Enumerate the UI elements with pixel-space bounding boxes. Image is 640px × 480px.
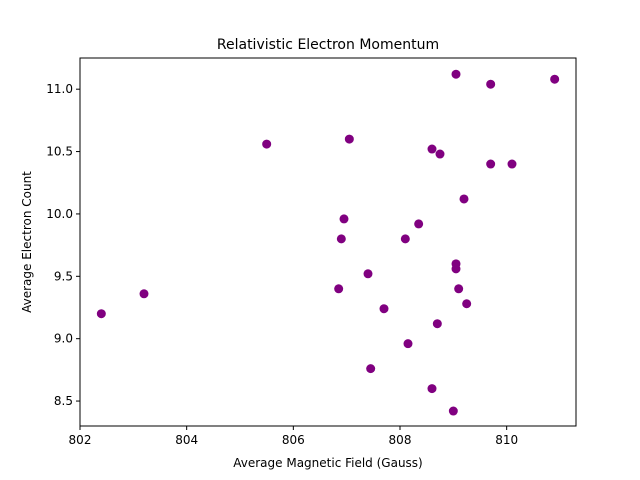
data-point-7 bbox=[363, 269, 373, 279]
y-axis-label: Average Electron Count bbox=[20, 171, 34, 313]
chart-title: Relativistic Electron Momentum bbox=[217, 37, 439, 53]
data-point-8 bbox=[366, 364, 376, 374]
data-point-18 bbox=[451, 69, 461, 79]
x-axis-label: Average Magnetic Field (Gauss) bbox=[233, 456, 423, 470]
data-point-3 bbox=[334, 284, 344, 294]
y-tick-label-4: 10.5 bbox=[46, 145, 73, 159]
data-point-9 bbox=[379, 304, 389, 314]
data-point-13 bbox=[427, 144, 437, 154]
x-tick-label-3: 808 bbox=[389, 433, 412, 447]
data-point-12 bbox=[414, 219, 424, 229]
y-tick-label-2: 9.5 bbox=[54, 269, 73, 283]
x-tick-label-4: 810 bbox=[495, 433, 518, 447]
data-point-1 bbox=[139, 289, 149, 299]
x-tick-label-2: 806 bbox=[282, 433, 305, 447]
data-point-6 bbox=[344, 134, 354, 144]
data-point-15 bbox=[432, 319, 442, 329]
data-point-24 bbox=[486, 79, 496, 89]
data-point-22 bbox=[459, 194, 469, 204]
x-tick-label-0: 802 bbox=[69, 433, 92, 447]
data-point-0 bbox=[96, 309, 106, 319]
data-point-17 bbox=[448, 406, 458, 416]
x-tick-label-1: 804 bbox=[175, 433, 198, 447]
data-point-27 bbox=[550, 74, 560, 84]
data-point-14 bbox=[427, 384, 437, 394]
data-point-20 bbox=[451, 264, 461, 274]
data-point-23 bbox=[462, 299, 472, 309]
data-point-10 bbox=[400, 234, 410, 244]
data-point-11 bbox=[403, 339, 413, 349]
data-point-21 bbox=[454, 284, 464, 294]
data-point-5 bbox=[339, 214, 349, 224]
data-point-16 bbox=[435, 149, 445, 159]
y-tick-label-1: 9.0 bbox=[54, 332, 73, 346]
axes-layer: 802 804 806 808 810 8.5 9.0 9.5 10.0 10.5 11.0 bbox=[46, 57, 577, 447]
data-point-25 bbox=[486, 159, 496, 169]
plot-frame bbox=[79, 57, 577, 427]
data-point-2 bbox=[262, 139, 272, 149]
data-point-26 bbox=[507, 159, 517, 169]
y-tick-label-0: 8.5 bbox=[54, 394, 73, 408]
points-layer bbox=[96, 69, 560, 416]
y-tick-label-3: 10.0 bbox=[46, 207, 73, 221]
y-tick-label-5: 11.0 bbox=[46, 82, 73, 96]
data-point-4 bbox=[336, 234, 346, 244]
